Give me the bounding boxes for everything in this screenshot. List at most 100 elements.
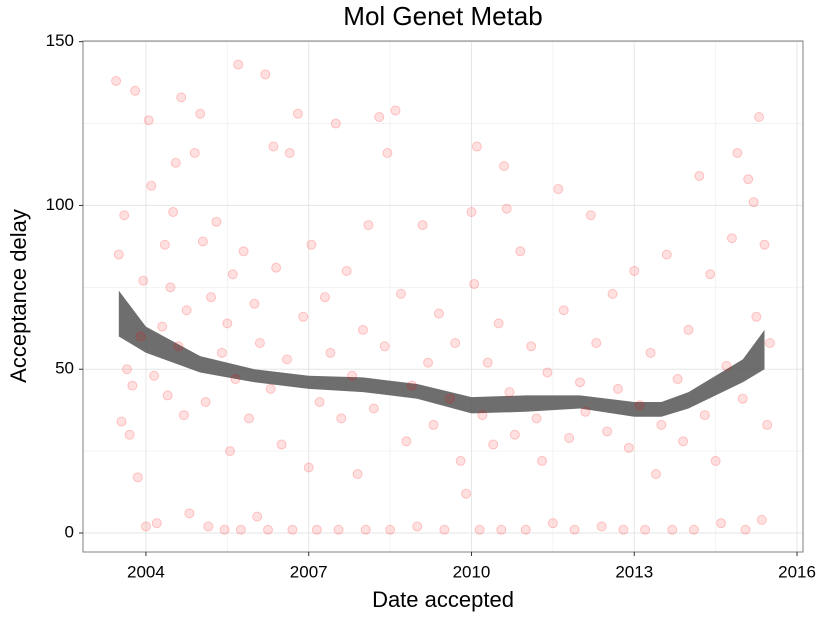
point xyxy=(477,410,488,421)
point xyxy=(249,298,260,309)
point xyxy=(444,393,455,404)
point xyxy=(520,524,531,535)
point xyxy=(303,462,314,473)
point xyxy=(157,321,168,332)
point xyxy=(211,216,222,227)
point xyxy=(591,338,602,349)
point xyxy=(159,239,170,250)
point xyxy=(537,455,548,466)
point xyxy=(314,396,325,407)
point xyxy=(306,239,317,250)
point xyxy=(222,318,233,329)
point xyxy=(580,406,591,417)
point xyxy=(612,383,623,394)
y-tick-label: 0 xyxy=(65,522,74,541)
point xyxy=(287,524,298,535)
point xyxy=(265,383,276,394)
point xyxy=(341,265,352,276)
x-tick-label: 2004 xyxy=(127,562,165,581)
point xyxy=(667,524,678,535)
point xyxy=(558,305,569,316)
point xyxy=(379,341,390,352)
point xyxy=(292,108,303,119)
point xyxy=(740,524,751,535)
point xyxy=(754,111,765,122)
point xyxy=(178,410,189,421)
point xyxy=(564,433,575,444)
point xyxy=(526,341,537,352)
point xyxy=(368,403,379,414)
point xyxy=(499,161,510,172)
point xyxy=(173,341,184,352)
point xyxy=(496,524,507,535)
point xyxy=(130,85,141,96)
point xyxy=(509,429,520,440)
point xyxy=(132,472,143,483)
point xyxy=(461,488,472,499)
point xyxy=(385,524,396,535)
point xyxy=(325,347,336,358)
x-tick-label: 2016 xyxy=(778,562,816,581)
point xyxy=(165,282,176,293)
point xyxy=(111,75,122,86)
point xyxy=(363,220,374,231)
y-tick-label: 100 xyxy=(46,195,74,214)
point xyxy=(336,413,347,424)
point xyxy=(699,410,710,421)
point xyxy=(168,206,179,217)
point xyxy=(645,347,656,358)
point xyxy=(575,377,586,388)
point xyxy=(149,370,160,381)
point xyxy=(347,370,358,381)
point xyxy=(732,148,743,159)
smooth-layer xyxy=(118,290,765,417)
point xyxy=(254,338,265,349)
point xyxy=(493,318,504,329)
point xyxy=(585,210,596,221)
point xyxy=(230,374,241,385)
point xyxy=(116,416,127,427)
plot-border xyxy=(82,40,804,553)
x-axis-label: Date accepted xyxy=(372,587,514,612)
point xyxy=(406,380,417,391)
point xyxy=(683,324,694,335)
point xyxy=(390,105,401,116)
point xyxy=(623,442,634,453)
point xyxy=(233,59,244,70)
point xyxy=(482,357,493,368)
point xyxy=(181,305,192,316)
grid xyxy=(83,41,803,552)
point xyxy=(656,419,667,430)
point xyxy=(531,413,542,424)
point xyxy=(466,206,477,217)
point xyxy=(151,518,162,529)
point xyxy=(751,311,762,322)
point xyxy=(244,413,255,424)
point xyxy=(688,524,699,535)
point xyxy=(298,311,309,322)
point xyxy=(284,148,295,159)
point xyxy=(225,446,236,457)
point xyxy=(252,511,263,522)
point xyxy=(547,518,558,529)
point xyxy=(737,393,748,404)
point xyxy=(501,203,512,214)
point xyxy=(542,367,553,378)
point xyxy=(146,180,157,191)
point xyxy=(219,524,230,535)
point xyxy=(235,524,246,535)
point xyxy=(569,524,580,535)
point xyxy=(357,324,368,335)
point xyxy=(428,419,439,430)
chart-title: Mol Genet Metab xyxy=(343,1,542,31)
point xyxy=(471,141,482,152)
point xyxy=(189,148,200,159)
x-tick-label: 2007 xyxy=(290,562,328,581)
x-tick-label: 2013 xyxy=(615,562,653,581)
x-tick-label: 2010 xyxy=(453,562,491,581)
point xyxy=(596,521,607,532)
point xyxy=(661,249,672,260)
point xyxy=(206,292,217,303)
point xyxy=(197,236,208,247)
point xyxy=(140,521,151,532)
